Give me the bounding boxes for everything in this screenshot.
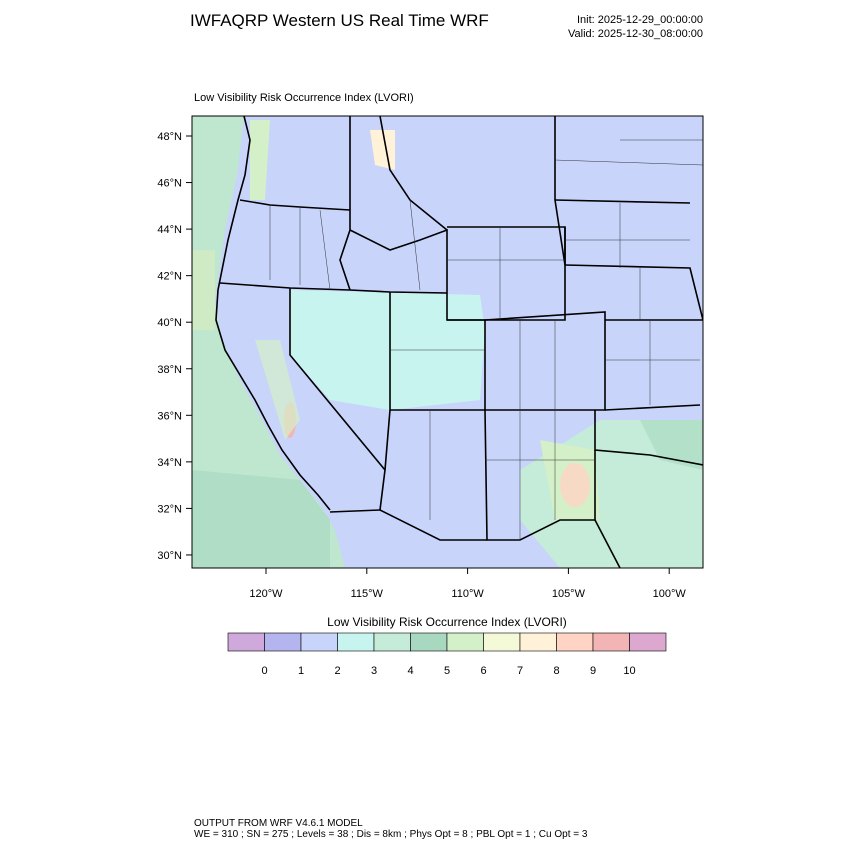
colorbar-box (483, 632, 521, 652)
lat-label: 40°N (157, 317, 182, 329)
title: IWFAQRP Western US Real Time WRF (190, 11, 489, 30)
lat-label: 48°N (157, 131, 182, 143)
colorbar-box (629, 632, 667, 652)
lon-label: 115°W (351, 588, 384, 600)
lat-label: 32°N (157, 503, 182, 515)
footer-line: OUTPUT FROM WRF V4.6.1 MODEL (194, 818, 363, 829)
colorbar-label: 9 (590, 665, 596, 677)
lon-axis: 120°W 115°W 110°W 105°W 100°W (249, 568, 686, 600)
colorbar-label: 2 (334, 665, 340, 677)
colorbar-title: Low Visibility Risk Occurrence Index (LV… (327, 615, 567, 629)
lon-label: 100°W (653, 588, 687, 600)
lat-label: 42°N (157, 271, 182, 283)
colorbar-box (227, 632, 265, 652)
map-subtitle: Low Visibility Risk Occurrence Index (LV… (194, 92, 414, 104)
map: 48°N 46°N 44°N 42°N 40°N 38°N 36°N 34°N 32°N 30°N… (157, 115, 704, 600)
colorbar-box (446, 632, 484, 652)
colorbar-label: 10 (623, 665, 635, 677)
colorbar-box (519, 632, 557, 652)
lat-axis: 48°N 46°N 44°N 42°N 40°N 38°N 36°N 34°N 32°N 30°N (157, 131, 192, 562)
lat-label: 46°N (157, 178, 182, 190)
lon-label: 120°W (249, 588, 283, 600)
valid-time: Valid: 2025-12-30_08:00:00 (568, 28, 703, 40)
colorbar-box (410, 632, 448, 652)
lat-label: 36°N (157, 410, 182, 422)
colorbar-label: 5 (444, 665, 450, 677)
colorbar-box (300, 632, 338, 652)
lat-label: 38°N (157, 364, 182, 376)
colorbar-box (264, 632, 302, 652)
colorbar: 0 1 2 3 4 5 6 7 8 9 10 (227, 632, 667, 677)
lat-label: 30°N (157, 550, 182, 562)
colorbar-box (337, 632, 375, 652)
colorbar-label: 7 (517, 665, 523, 677)
colorbar-box (556, 632, 594, 652)
colorbar-box (373, 632, 411, 652)
colorbar-box (592, 632, 630, 652)
colorbar-label: 0 (261, 665, 267, 677)
footer-line: WE = 310 ; SN = 275 ; Levels = 38 ; Dis … (194, 829, 588, 840)
colorbar-label: 6 (480, 665, 486, 677)
init-time: Init: 2025-12-29_00:00:00 (577, 14, 703, 26)
colorbar-label: 1 (298, 665, 304, 677)
lon-label: 105°W (552, 588, 586, 600)
colorbar-label: 4 (407, 665, 413, 677)
lat-label: 34°N (157, 457, 182, 469)
lat-label: 44°N (157, 224, 182, 236)
colorbar-label: 8 (553, 665, 559, 677)
colorbar-label: 3 (371, 665, 377, 677)
lon-label: 110°W (451, 588, 484, 600)
